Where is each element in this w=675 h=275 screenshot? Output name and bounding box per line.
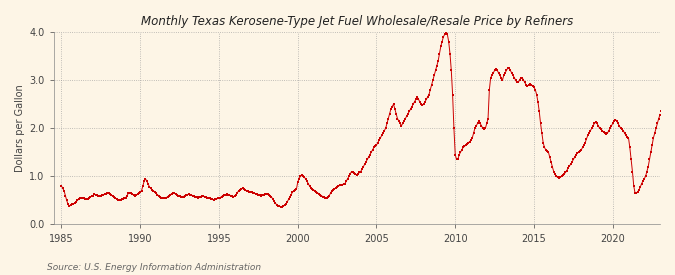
Text: Source: U.S. Energy Information Administration: Source: U.S. Energy Information Administ… [47, 263, 261, 272]
Y-axis label: Dollars per Gallon: Dollars per Gallon [15, 84, 25, 172]
Title: Monthly Texas Kerosene-Type Jet Fuel Wholesale/Resale Price by Refiners: Monthly Texas Kerosene-Type Jet Fuel Who… [140, 15, 573, 28]
